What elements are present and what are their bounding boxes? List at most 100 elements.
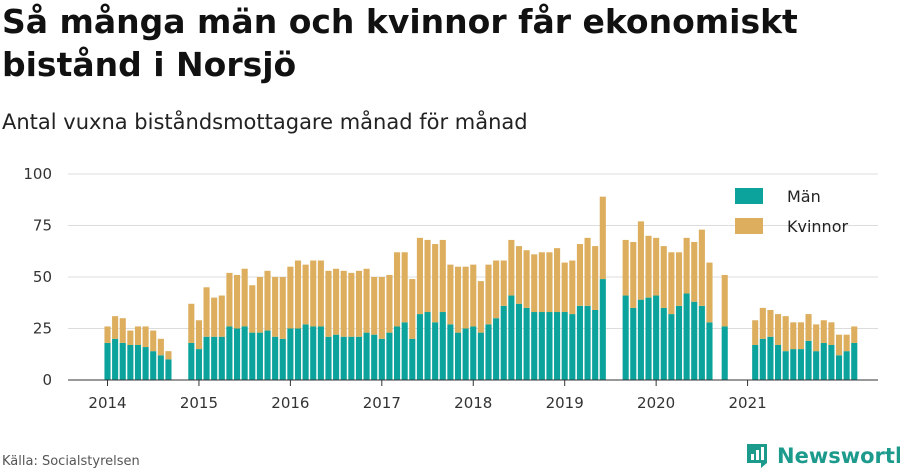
bar-women — [310, 260, 317, 327]
bar-men — [637, 299, 644, 380]
bar-women — [218, 295, 225, 337]
x-tick-label: 2017 — [363, 394, 401, 412]
bar-women — [767, 309, 774, 337]
bar-men — [340, 336, 347, 380]
bar-women — [790, 322, 797, 350]
bar-women — [157, 338, 164, 356]
bar-women — [394, 252, 401, 327]
bar-women — [424, 239, 431, 313]
bar-men — [256, 332, 263, 380]
bar-men — [104, 342, 111, 380]
bar-women — [531, 254, 538, 313]
bar-men — [424, 312, 431, 380]
bar-men — [759, 338, 766, 380]
bar-men — [569, 314, 576, 380]
bar-men — [142, 347, 149, 380]
bar-men — [333, 334, 340, 380]
bar-men — [447, 324, 454, 380]
bar-women — [477, 281, 484, 333]
bar-women — [249, 285, 256, 333]
bar-women — [371, 277, 378, 335]
bar-women — [386, 274, 393, 333]
bar-men — [112, 338, 119, 380]
bar-men — [394, 326, 401, 380]
bar-women — [805, 314, 812, 341]
bar-women — [294, 260, 302, 329]
chart-title: Så många män och kvinnor får ekonomiskt … — [2, 2, 798, 84]
bar-men — [401, 322, 408, 380]
bar-women — [828, 322, 835, 345]
bar-women — [119, 318, 126, 343]
bar-women — [333, 268, 340, 335]
y-tick-label: 100 — [23, 165, 52, 183]
bar-women — [272, 277, 279, 337]
bar-men — [782, 351, 789, 380]
bars — [104, 196, 858, 380]
bar-women — [622, 239, 629, 296]
bar-women — [797, 322, 804, 350]
bar-men — [500, 305, 507, 380]
bar-women — [523, 250, 530, 308]
bar-women — [554, 248, 561, 313]
bar-men — [622, 295, 629, 380]
bar-men — [462, 328, 469, 380]
bar-men — [592, 309, 599, 380]
bar-men — [348, 336, 355, 380]
bar-women — [203, 287, 210, 337]
x-tick-label: 2021 — [728, 394, 766, 412]
bar-men — [470, 326, 477, 380]
bar-men — [485, 324, 492, 380]
bar-women — [363, 268, 370, 333]
bar-men — [767, 336, 774, 380]
bar-women — [432, 244, 439, 323]
bar-women — [279, 277, 286, 339]
bar-women — [706, 262, 713, 323]
bar-women — [211, 297, 218, 337]
bar-women — [561, 262, 568, 313]
bar-men — [203, 336, 210, 380]
newsworthy-logo-icon — [747, 444, 767, 468]
y-tick-label: 0 — [42, 371, 52, 389]
bar-women — [485, 264, 492, 325]
bar-men — [546, 312, 553, 380]
x-tick-label: 2018 — [454, 394, 492, 412]
bar-women — [401, 252, 408, 323]
bar-men — [294, 328, 302, 380]
bar-women — [538, 252, 545, 313]
bar-women — [851, 326, 858, 343]
bar-women — [134, 326, 142, 345]
bar-men — [835, 355, 843, 380]
bar-men — [134, 344, 142, 380]
bar-men — [454, 332, 462, 380]
bar-women — [698, 229, 705, 306]
bar-women — [546, 252, 553, 313]
bar-men — [355, 336, 363, 380]
bar-men — [790, 349, 797, 380]
bar-men — [157, 355, 164, 380]
bar-women — [226, 272, 233, 327]
bar-women — [508, 239, 515, 296]
bar-men — [630, 307, 637, 380]
brand-name: Newsworthy — [777, 444, 900, 468]
bar-men — [752, 344, 759, 380]
bar-men — [599, 279, 606, 380]
bar-women — [165, 351, 172, 360]
bar-women — [416, 237, 423, 315]
bar-men — [241, 326, 248, 380]
bar-men — [843, 351, 850, 380]
brand-logo-block[interactable]: Newsworthy — [745, 440, 900, 472]
x-tick-label: 2016 — [271, 394, 309, 412]
bar-men — [645, 297, 652, 380]
x-tick-label: 2020 — [637, 394, 675, 412]
bar-women — [355, 270, 363, 337]
bar-men — [439, 312, 446, 380]
bar-men — [409, 338, 416, 380]
chart-subtitle: Antal vuxna biståndsmottagare månad för … — [2, 110, 528, 134]
bar-women — [241, 268, 248, 327]
bar-women — [348, 272, 355, 337]
y-tick-label: 75 — [33, 217, 52, 235]
bar-men — [584, 305, 591, 380]
bar-men — [272, 336, 279, 380]
bar-men — [325, 336, 332, 380]
bar-men — [820, 342, 827, 380]
